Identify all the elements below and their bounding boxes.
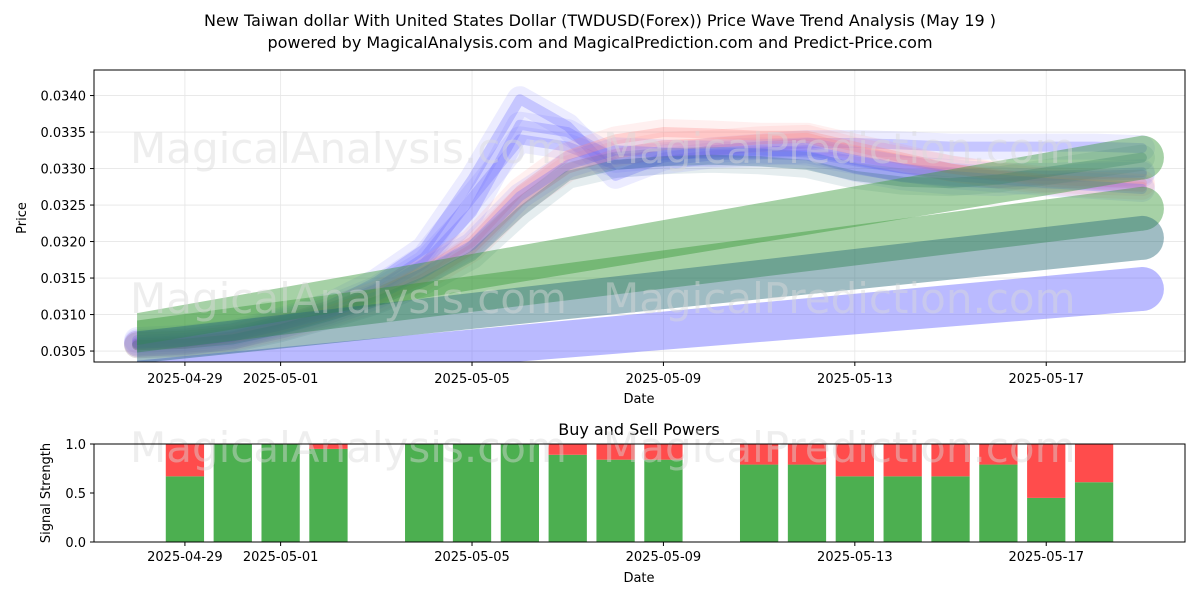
buy-bar [165,476,205,542]
main-x-tick-label: 2025-05-13 [817,372,893,387]
main-x-axis-label: Date [623,392,654,407]
buy-bar [835,476,874,542]
bottom-y-axis: 0.0 0.5 1.0 [65,438,94,551]
buy-bar [739,464,779,542]
wave-line [132,127,1147,349]
sell-bar [835,444,874,477]
wave-halo [124,137,1155,357]
main-x-tick-label: 2025-05-05 [434,372,510,387]
wave-halo [124,86,1155,354]
bottom-x-tick-label: 2025-05-05 [434,550,510,565]
sell-bar [883,444,922,477]
bottom-x-axis-label: Date [623,571,654,586]
main-watermarks: MagicalAnalysis.com MagicalPrediction.co… [130,124,1076,323]
wave-line [132,145,1147,349]
trend-band [137,186,1164,353]
main-x-tick-label: 2025-05-01 [243,372,319,387]
wave-halo [124,111,1155,357]
buy-bar [213,444,252,542]
sell-bar [165,444,205,477]
sell-bar [309,444,348,449]
buy-bar [931,476,970,542]
buy-bar [883,476,922,542]
main-y-tick-label: 0.0330 [41,163,87,178]
main-y-tick-label: 0.0335 [41,126,87,141]
wave-line [132,119,1147,349]
main-plot-area [124,86,1164,362]
wave-halo [124,119,1155,357]
buy-bar [548,454,587,542]
buy-bar [1074,482,1114,542]
sell-bar [931,444,970,477]
bottom-x-tick-label: 2025-05-13 [817,550,893,565]
buy-bar [452,444,492,542]
main-y-tick-label: 0.0320 [41,236,87,251]
buy-bar [596,459,635,542]
trend-band [137,135,1164,346]
wave-line [132,152,1147,351]
sell-bar [644,444,683,460]
watermark-bottom-left: MagicalAnalysis.com [130,423,567,472]
bottom-plot-area [165,444,1114,542]
wave-halo [124,124,1155,359]
watermark-mid-right: MagicalPrediction.com [603,274,1076,323]
sell-bar [548,444,587,455]
sell-bar [596,444,635,460]
buy-bar [500,444,540,542]
main-x-tick-label: 2025-05-17 [1008,372,1084,387]
main-x-tick-label: 2025-04-29 [147,372,223,387]
bottom-x-axis: 2025-04-29 2025-05-01 2025-05-05 2025-05-09… [147,542,1084,565]
buy-bar [1027,497,1066,542]
bottom-y-axis-label: Signal Strength [39,443,54,543]
wave-halo [124,144,1155,359]
chart-subtitle: powered by MagicalAnalysis.com and Magic… [267,33,932,52]
buy-bar [787,464,827,542]
main-plot-frame [93,69,1186,363]
main-y-tick-label: 0.0340 [41,90,87,105]
trend-band [137,267,1164,362]
chart-title: New Taiwan dollar With United States Dol… [204,11,996,30]
sell-bar [1027,444,1066,498]
main-y-tick-label: 0.0315 [41,272,87,287]
main-grid [94,70,1185,362]
wave-line [132,132,1147,351]
main-x-axis: 2025-04-29 2025-05-01 2025-05-05 2025-05-09… [147,362,1084,387]
wave-line [132,94,1147,346]
bottom-chart-title: Buy and Sell Powers [558,420,720,439]
watermark-mid-left: MagicalAnalysis.com [130,274,567,323]
watermark-top-left: MagicalAnalysis.com [130,124,567,173]
wave-line [132,134,1147,348]
sell-bar [739,444,779,465]
main-x-tick-label: 2025-05-09 [626,372,702,387]
buy-bar [405,444,444,542]
sell-bar [1074,444,1114,483]
main-y-tick-label: 0.0310 [41,309,87,324]
bottom-x-tick-label: 2025-05-09 [626,550,702,565]
main-y-tick-label: 0.0325 [41,199,87,214]
bottom-x-tick-label: 2025-05-01 [243,550,319,565]
bottom-x-tick-label: 2025-04-29 [147,550,223,565]
buy-bar [644,459,683,542]
bottom-watermarks: MagicalAnalysis.com MagicalPrediction.co… [130,423,1076,472]
watermark-top-right: MagicalPrediction.com [603,124,1076,173]
trend-band [137,215,1164,362]
bottom-y-tick-label: 0.0 [65,536,86,551]
wave-halo [124,126,1155,356]
bottom-y-tick-label: 0.5 [65,487,86,502]
main-y-axis-label: Price [15,202,30,234]
bottom-x-tick-label: 2025-05-17 [1008,550,1084,565]
buy-bar [261,444,300,542]
main-y-tick-label: 0.0305 [41,345,87,360]
main-y-axis: 0.0305 0.0310 0.0315 0.0320 0.0325 0.0330 0.03… [41,90,94,360]
bottom-y-tick-label: 1.0 [65,438,86,453]
watermark-bottom-right: MagicalPrediction.com [603,423,1076,472]
sell-bar [787,444,827,465]
buy-bar [979,464,1018,542]
sell-bar [979,444,1018,465]
buy-bar [309,448,348,542]
